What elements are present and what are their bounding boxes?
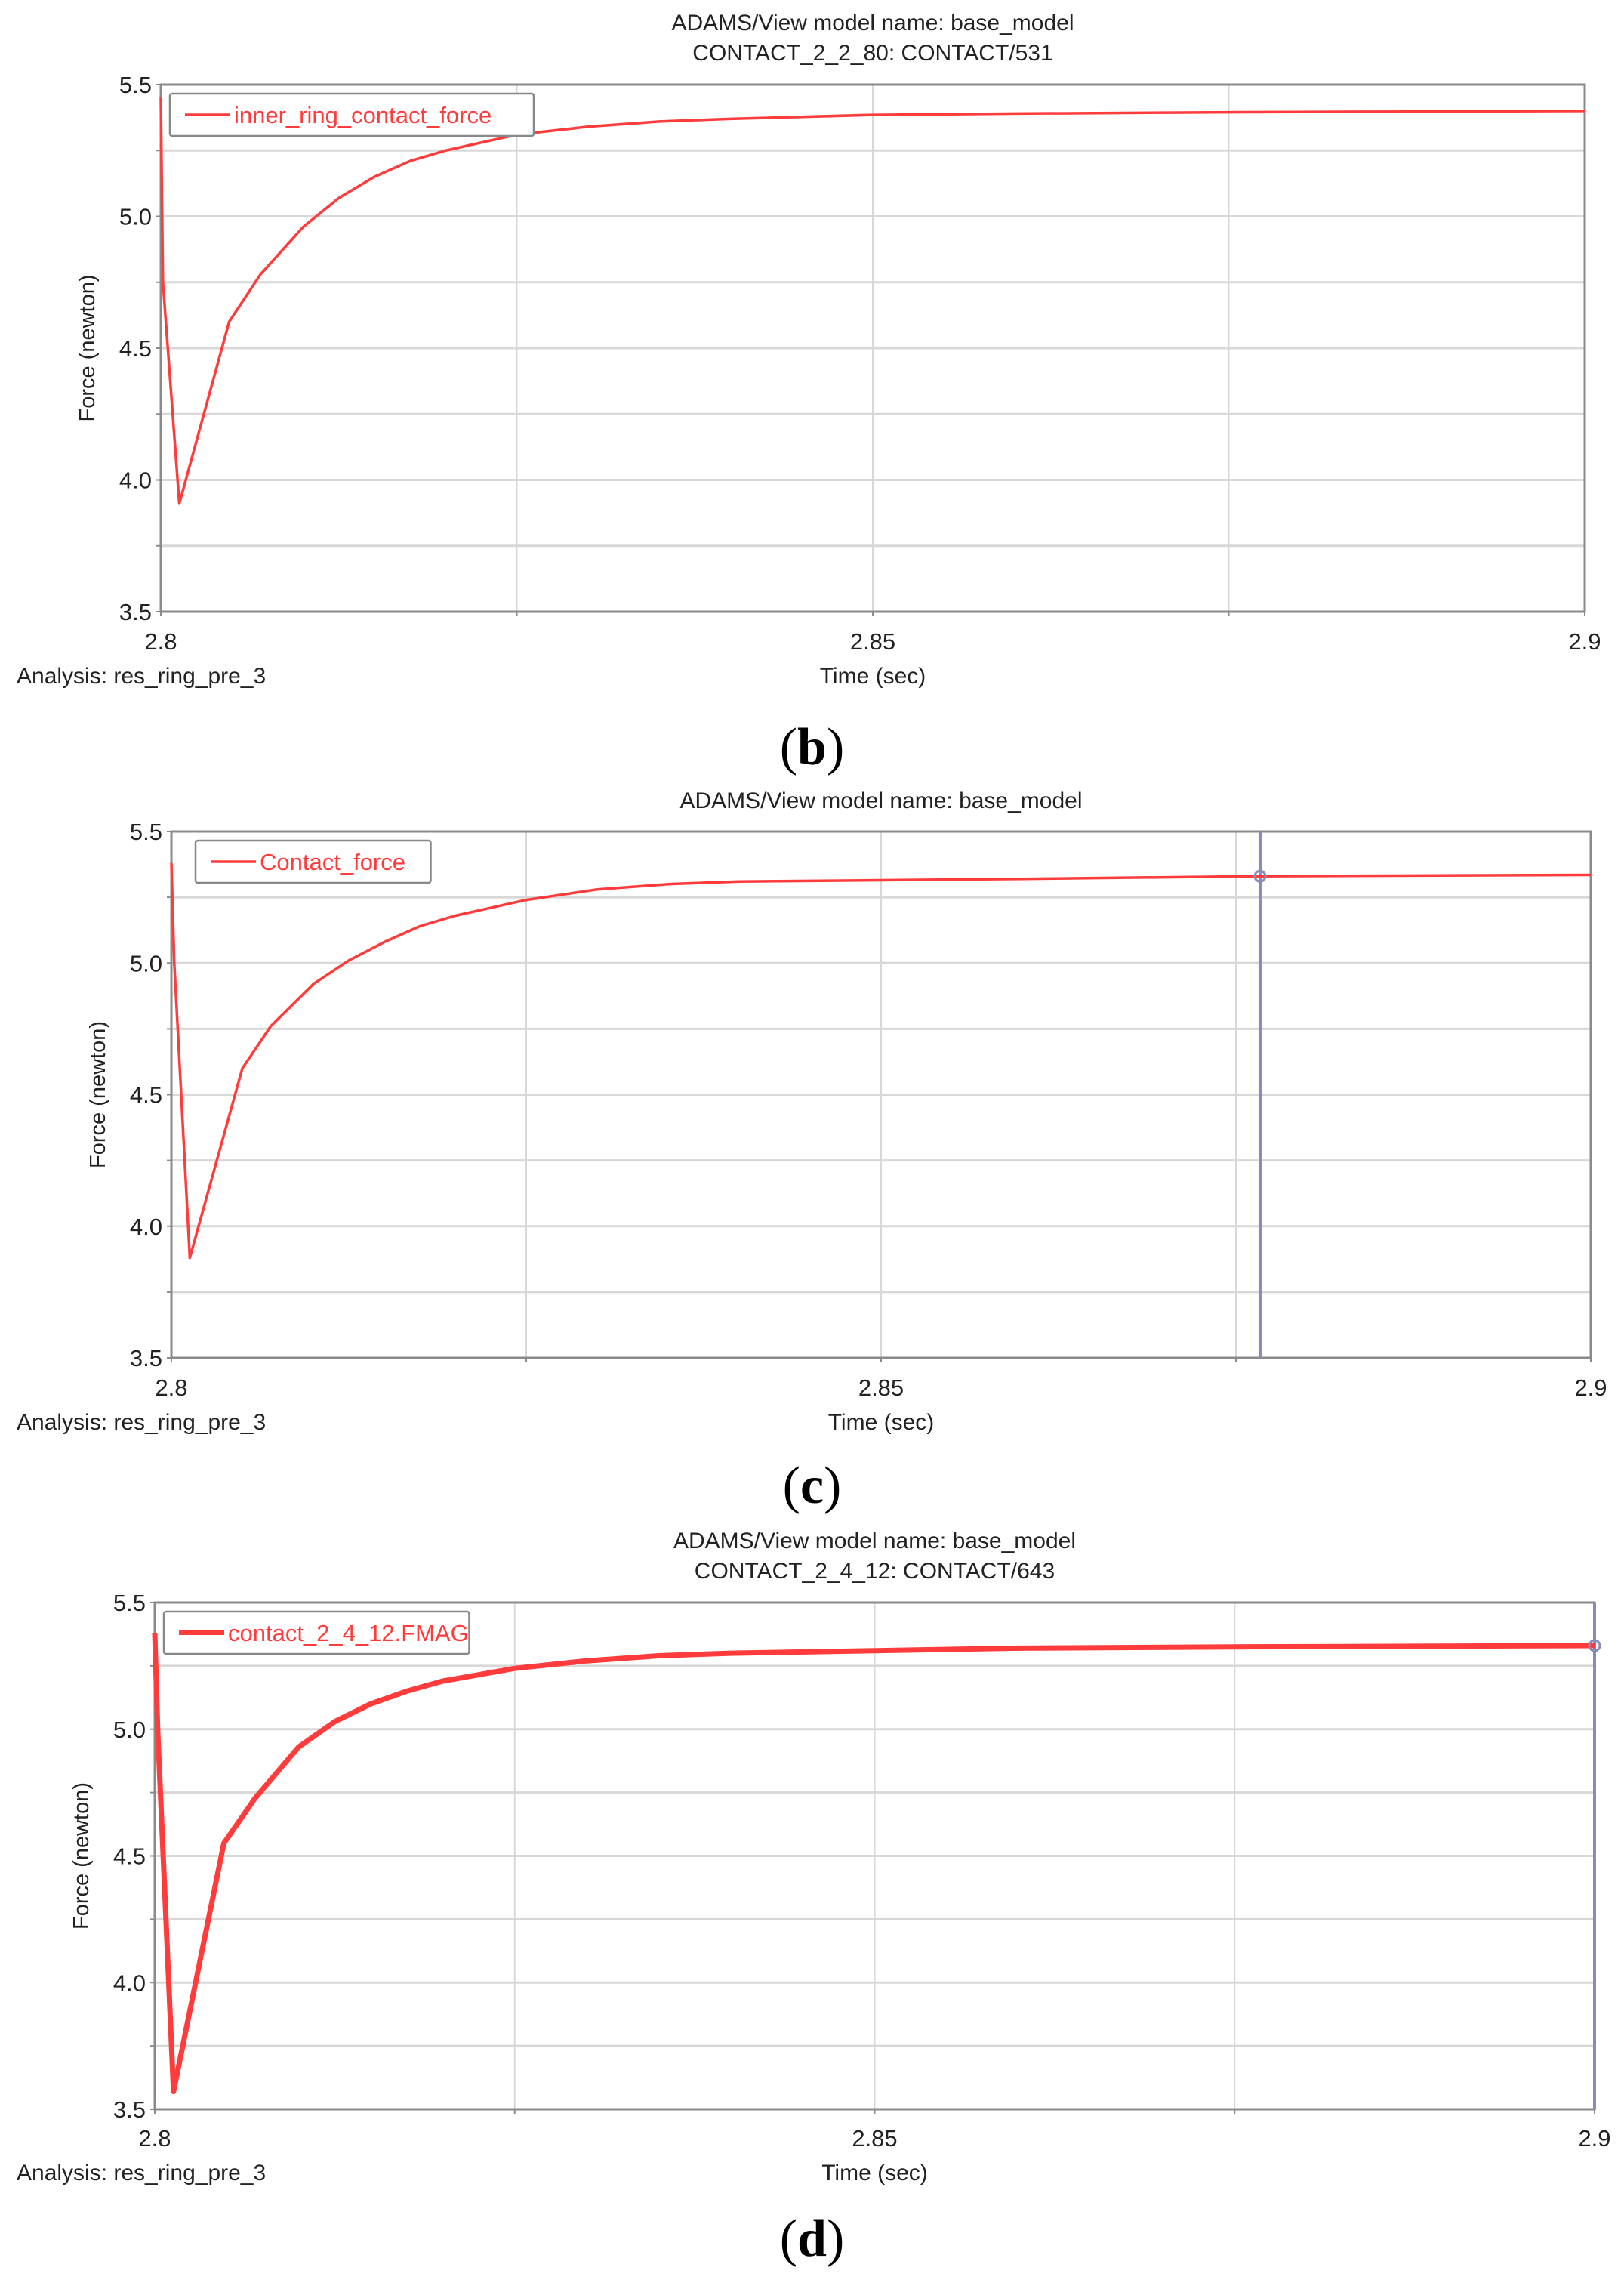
caption-c-letter: c bbox=[800, 1457, 824, 1515]
legend-box bbox=[162, 1610, 470, 1655]
y-tick-label: 4.5 bbox=[130, 1082, 162, 1109]
chart-title-line: ADAMS/View model name: base_model bbox=[673, 1529, 1076, 1553]
x-tick-label: 2.8 bbox=[144, 628, 177, 655]
legend-label: Contact_force bbox=[260, 849, 405, 875]
y-axis-label: Force (newton) bbox=[75, 274, 100, 421]
y-tick-label: 5.5 bbox=[113, 1590, 146, 1616]
y-tick-label: 4.0 bbox=[130, 1214, 162, 1240]
chart-title-line: ADAMS/View model name: base_model bbox=[671, 11, 1074, 35]
chart-title-line: CONTACT_2_4_12: CONTACT/643 bbox=[695, 1559, 1055, 1584]
x-tick-label: 2.8 bbox=[155, 1374, 187, 1401]
legend-box bbox=[194, 839, 432, 884]
chart-c: ADAMS/View model name: base_model 5.5 5.0 4… bbox=[17, 788, 1607, 1435]
x-axis-label: Time (sec) bbox=[828, 1410, 935, 1435]
y-tick-label: 5.5 bbox=[119, 72, 152, 98]
y-tick-label: 5.5 bbox=[130, 819, 162, 845]
y-tick-label: 5.0 bbox=[119, 204, 152, 230]
x-tick-label: 2.85 bbox=[852, 2125, 897, 2152]
caption-d-letter: d bbox=[797, 2210, 827, 2268]
y-axis-label: Force (newton) bbox=[69, 1782, 94, 1930]
x-axis-label: Time (sec) bbox=[820, 664, 926, 689]
y-tick-label: 5.0 bbox=[130, 950, 162, 976]
analysis-label: Analysis: res_ring_pre_3 bbox=[17, 1410, 266, 1435]
y-tick-label: 5.0 bbox=[113, 1717, 146, 1743]
chart-d: ADAMS/View model name: base_model CONTACT… bbox=[17, 1529, 1611, 2186]
x-tick-label: 2.8 bbox=[138, 2125, 171, 2152]
series-line bbox=[159, 97, 1585, 505]
y-tick-label: 4.5 bbox=[113, 1843, 146, 1870]
y-tick-label: 3.5 bbox=[130, 1345, 162, 1371]
caption-b: (b) bbox=[779, 718, 845, 776]
y-tick-label: 4.0 bbox=[113, 1970, 146, 1996]
y-tick-label: 4.5 bbox=[119, 335, 152, 362]
series-line bbox=[152, 1633, 1595, 2094]
x-tick-label: 2.9 bbox=[1574, 1374, 1607, 1401]
caption-b-letter: b bbox=[797, 718, 827, 776]
legend-label: inner_ring_contact_force bbox=[234, 102, 492, 128]
series-line bbox=[170, 862, 1592, 1260]
chart-panel-b: ADAMS/View model name: base_model CONTACT… bbox=[0, 0, 1624, 725]
caption-c: (c) bbox=[782, 1457, 842, 1515]
x-tick-label: 2.85 bbox=[850, 628, 895, 655]
chart-b: ADAMS/View model name: base_model CONTACT… bbox=[17, 11, 1601, 689]
plot-frame bbox=[170, 830, 1592, 1359]
x-axis-label: Time (sec) bbox=[821, 2161, 928, 2186]
y-tick-label: 3.5 bbox=[113, 2096, 146, 2123]
x-tick-label: 2.9 bbox=[1578, 2125, 1610, 2152]
plot-frame bbox=[159, 83, 1586, 613]
caption-d: (d) bbox=[779, 2210, 845, 2268]
chart-title-line: CONTACT_2_2_80: CONTACT/531 bbox=[692, 41, 1052, 66]
legend-box bbox=[168, 92, 535, 137]
cursor-marker bbox=[1253, 869, 1267, 883]
analysis-label: Analysis: res_ring_pre_3 bbox=[17, 664, 266, 689]
y-tick-label: 3.5 bbox=[119, 599, 152, 625]
legend-label: contact_2_4_12.FMAG bbox=[228, 1620, 469, 1646]
chart-panel-c: ADAMS/View model name: base_model 5.5 5.0 4… bbox=[0, 785, 1624, 1495]
y-axis-label: Force (newton) bbox=[86, 1021, 110, 1168]
x-tick-label: 2.9 bbox=[1568, 628, 1601, 655]
chart-title-line: ADAMS/View model name: base_model bbox=[679, 788, 1082, 813]
x-tick-label: 2.85 bbox=[858, 1374, 904, 1401]
y-tick-label: 4.0 bbox=[119, 467, 152, 494]
chart-panel-d: ADAMS/View model name: base_model CONTACT… bbox=[0, 1518, 1624, 2228]
cursor-marker bbox=[1588, 1639, 1601, 1652]
analysis-label: Analysis: res_ring_pre_3 bbox=[17, 2161, 266, 2186]
